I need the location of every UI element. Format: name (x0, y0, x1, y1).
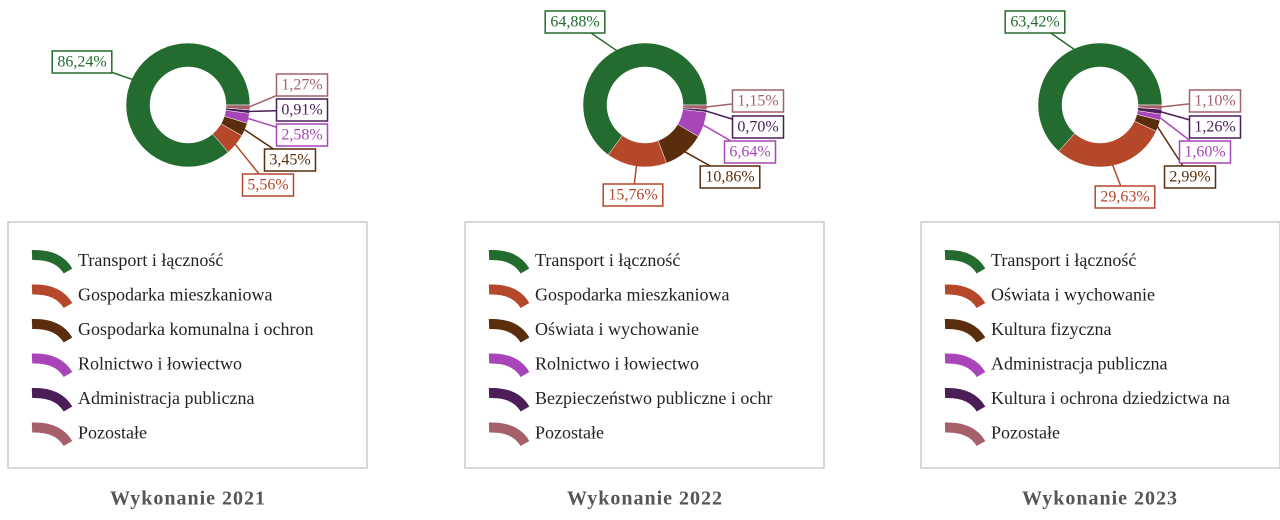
legend-swatch (488, 387, 530, 412)
legend-swatch (944, 318, 986, 343)
data-label: 2,58% (281, 127, 322, 144)
donut (582, 42, 708, 168)
data-label: 10,86% (705, 169, 754, 186)
legend-label: Transport i łączność (78, 250, 223, 270)
label-box (1094, 185, 1156, 209)
legend-label: Gospodarka mieszkaniowa (78, 285, 272, 305)
legend-swatch (944, 284, 986, 309)
data-label: 63,42% (1010, 14, 1059, 31)
slice (582, 42, 708, 156)
data-label: 86,24% (57, 54, 106, 71)
legend-swatch (488, 318, 530, 343)
data-label: 5,56% (247, 177, 288, 194)
legend-swatch (31, 387, 73, 412)
legend-items: Transport i łączność Oświata i wychowanie… (944, 249, 1230, 447)
label-box (1188, 115, 1242, 139)
legend-swatch (31, 353, 73, 378)
label-box (699, 165, 761, 189)
data-label: 3,45% (269, 152, 310, 169)
slice (682, 104, 708, 110)
legend-label: Gospodarka mieszkaniowa (535, 285, 729, 305)
legend-label: Pozostałe (535, 423, 604, 443)
legend-label: Kultura fizyczna (991, 319, 1111, 339)
legend-label: Gospodarka komunalna i ochron (78, 319, 313, 339)
slice (1058, 120, 1157, 168)
slice (125, 42, 251, 168)
data-label: 1,60% (1184, 144, 1225, 161)
data-label: 6,64% (729, 144, 770, 161)
legend-label: Transport i łączność (535, 250, 680, 270)
label-box (51, 50, 113, 74)
label-box (1178, 140, 1232, 164)
legend-swatch (944, 353, 986, 378)
legend-swatch (31, 284, 73, 309)
data-label: 64,88% (550, 14, 599, 31)
label-box (1188, 89, 1242, 113)
chart-title: Wykonanie 2021 (110, 488, 266, 510)
legend-swatch (31, 249, 73, 274)
legend-label: Oświata i wychowanie (991, 285, 1155, 305)
legend-label: Administracja publiczna (991, 354, 1167, 374)
data-label: 29,63% (1100, 189, 1149, 206)
legend-swatch (944, 422, 986, 447)
data-label: 1,26% (1194, 119, 1235, 136)
label-box (275, 123, 329, 147)
donut (1037, 42, 1163, 168)
legend-swatch (488, 284, 530, 309)
legend-swatch (31, 318, 73, 343)
label-box (275, 73, 329, 97)
slice (1037, 42, 1163, 152)
label-box (544, 10, 606, 34)
legend-label: Administracja publiczna (78, 388, 254, 408)
legend-swatch (488, 422, 530, 447)
legend-label: Oświata i wychowanie (535, 319, 699, 339)
label-box (263, 148, 317, 172)
legend-items: Transport i łączność Gospodarka mieszkani… (31, 249, 313, 447)
legend-swatch (488, 249, 530, 274)
label-box (1163, 165, 1217, 189)
data-label: 0,70% (737, 119, 778, 136)
chart-title: Wykonanie 2023 (1022, 488, 1178, 510)
legend-label: Bezpieczeństwo publiczne i ochr (535, 388, 772, 408)
label-box (275, 98, 329, 122)
data-label: 0,91% (281, 102, 322, 119)
legend-items: Transport i łączność Gospodarka mieszkani… (488, 249, 772, 447)
legend-swatch (488, 353, 530, 378)
data-label: 1,10% (1194, 93, 1235, 110)
legend-swatch (944, 249, 986, 274)
chart-title: Wykonanie 2022 (567, 488, 723, 510)
legend-label: Kultura i ochrona dziedzictwa na (991, 388, 1230, 408)
legend-label: Pozostałe (78, 423, 147, 443)
data-label: 1,15% (737, 93, 778, 110)
label-box (731, 115, 785, 139)
data-label: 15,76% (608, 187, 657, 204)
slice (225, 104, 251, 111)
legend-label: Rolnictwo i łowiectwo (78, 354, 242, 374)
legend-swatch (944, 387, 986, 412)
data-label: 2,99% (1169, 169, 1210, 186)
data-label: 1,27% (281, 77, 322, 94)
label-box (723, 140, 777, 164)
label-box (1004, 10, 1066, 34)
label-box (241, 173, 295, 197)
legend-label: Pozostałe (991, 423, 1060, 443)
label-box (602, 183, 664, 207)
legend-swatch (31, 422, 73, 447)
slice (1137, 104, 1163, 110)
donut (125, 42, 251, 168)
legend-label: Rolnictwo i łowiectwo (535, 354, 699, 374)
label-box (731, 89, 785, 113)
legend-label: Transport i łączność (991, 250, 1136, 270)
